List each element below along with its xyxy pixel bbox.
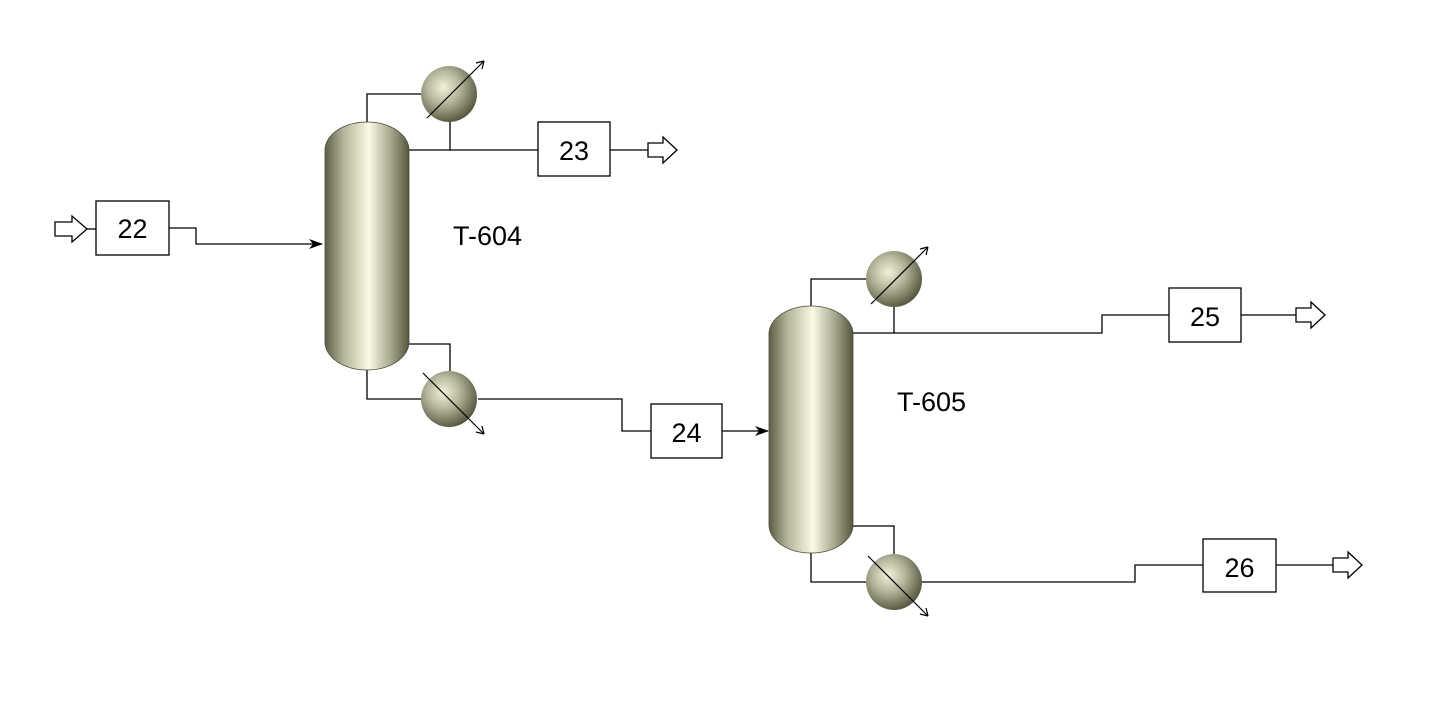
stream-26-pipe[interactable] [922, 564, 1203, 583]
svg-text:22: 22 [117, 214, 147, 244]
stream-22-pipe[interactable] [169, 227, 323, 249]
svg-text:23: 23 [559, 136, 589, 166]
stream-22-label[interactable]: 22 [95, 200, 170, 256]
feed-arrow-22-icon [54, 214, 88, 244]
t605-reboiler-icon[interactable] [866, 554, 929, 617]
t604-boilup-line [408, 343, 451, 372]
column-t604-name: T-604 [453, 221, 522, 251]
t604-reboiler-icon[interactable] [421, 371, 485, 435]
column-t605-vessel[interactable] [768, 305, 854, 554]
svg-text:26: 26 [1224, 553, 1254, 583]
t605-bottoms-line [810, 552, 866, 583]
stream-25-label[interactable]: 25 [1168, 287, 1242, 343]
svg-text:25: 25 [1190, 302, 1220, 332]
stream-26-label[interactable]: 26 [1202, 538, 1277, 593]
stream-25-pipe[interactable] [894, 314, 1169, 334]
t605-overhead-vapor-line [810, 278, 866, 307]
stream-24-pipe[interactable] [478, 398, 651, 432]
t604-bottoms-line [366, 370, 421, 400]
t604-condenser-icon[interactable] [421, 60, 485, 122]
product-arrow-23-icon [647, 135, 678, 165]
svg-text:24: 24 [671, 418, 701, 448]
product-arrow-25-icon [1295, 300, 1326, 330]
t605-boilup-line [852, 525, 895, 555]
product-arrow-26-icon [1332, 550, 1363, 580]
t605-condenser-icon[interactable] [866, 246, 929, 307]
t604-reflux-line [408, 121, 451, 151]
t604-overhead-vapor-line [366, 93, 421, 123]
column-t605-name: T-605 [897, 387, 966, 417]
column-t604-vessel[interactable] [324, 121, 410, 371]
stream-23-label[interactable]: 23 [537, 121, 611, 177]
stream-24-label[interactable]: 24 [650, 403, 723, 459]
t605-reflux-line [852, 306, 895, 334]
